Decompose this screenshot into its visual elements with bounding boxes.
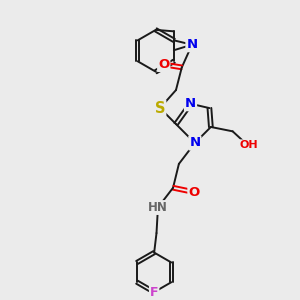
Text: N: N bbox=[185, 97, 196, 110]
Text: F: F bbox=[150, 286, 158, 298]
Text: HN: HN bbox=[148, 201, 168, 214]
Text: OH: OH bbox=[240, 140, 259, 150]
Text: O: O bbox=[158, 58, 169, 71]
Text: S: S bbox=[155, 100, 165, 116]
Text: O: O bbox=[188, 186, 200, 199]
Text: N: N bbox=[186, 38, 197, 51]
Text: N: N bbox=[189, 136, 200, 149]
